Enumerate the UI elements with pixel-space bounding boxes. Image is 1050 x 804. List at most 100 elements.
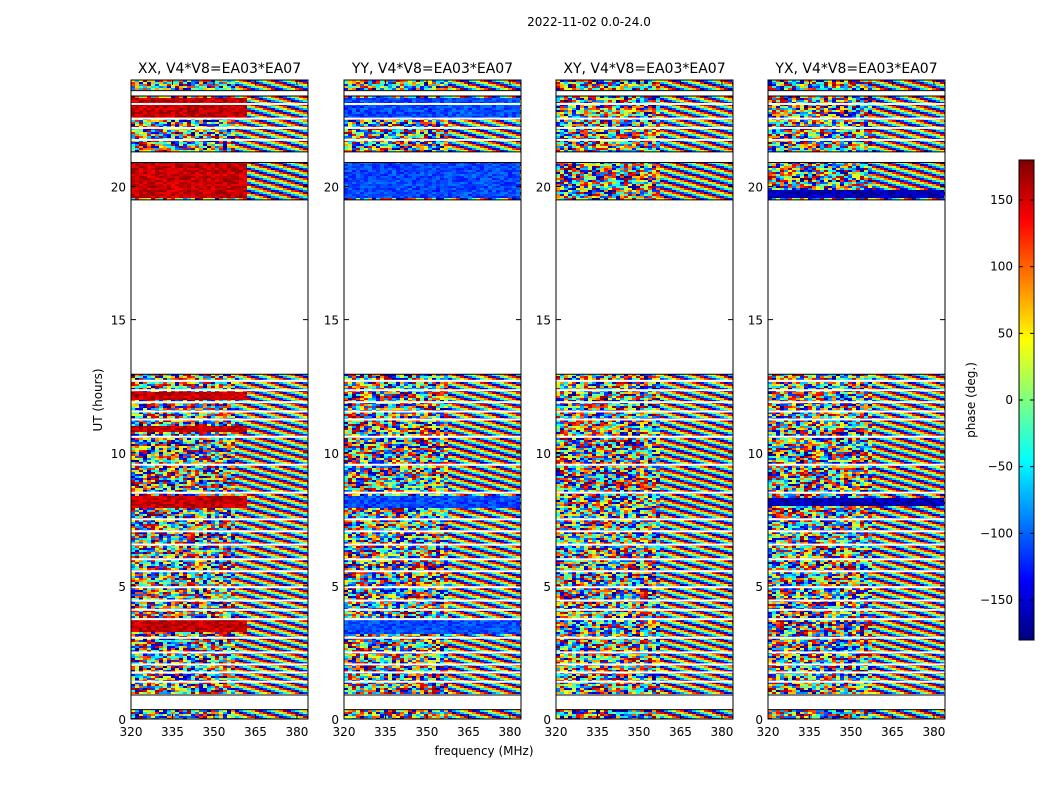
heatmap-cell [263,386,267,388]
heatmap-cell [263,144,267,146]
heatmap-cell [263,196,267,198]
heatmap-cell [247,478,251,480]
heatmap-cell [247,394,251,396]
heatmap-cell [171,482,175,484]
heatmap-cell [267,96,271,98]
heatmap-cell [167,374,171,376]
heatmap-cell [275,180,279,182]
heatmap-cell [155,398,159,400]
heatmap-cell [151,388,155,390]
heatmap-cell [243,98,247,100]
heatmap-cell [151,480,155,482]
heatmap-cell [179,174,183,176]
heatmap-cell [159,86,163,88]
heatmap-cell [231,128,235,130]
heatmap-cell [275,166,279,168]
heatmap-cell [271,130,275,132]
heatmap-cell [203,192,207,194]
heatmap-cell [255,124,259,126]
heatmap-cell [155,110,159,112]
heatmap-cell [139,462,143,464]
heatmap-cell [231,88,235,90]
heatmap-cell [159,130,163,132]
heatmap-cell [159,142,163,144]
heatmap-cell [243,130,247,132]
heatmap-cell [207,438,211,440]
heatmap-cell [207,88,211,90]
heatmap-cell [207,424,211,426]
heatmap-cell [199,134,203,136]
heatmap-cell [303,128,307,130]
heatmap-cell [159,482,163,484]
heatmap-cell [131,474,135,476]
heatmap-cell [215,394,219,396]
heatmap-cell [175,164,179,166]
heatmap-cell [171,190,175,192]
heatmap-cell [207,96,211,98]
heatmap-cell [279,88,283,90]
heatmap-cell [175,412,179,414]
heatmap-cell [211,470,215,472]
heatmap-cell [267,416,271,418]
heatmap-cell [155,396,159,398]
heatmap-cell [195,178,199,180]
heatmap-cell [151,486,155,488]
heatmap-cell [227,192,231,194]
heatmap-cell [223,446,227,448]
heatmap-cell [275,108,279,110]
heatmap-cell [271,488,275,490]
heatmap-cell [211,188,215,190]
heatmap-cell [267,470,271,472]
heatmap-cell [143,434,147,436]
heatmap-cell [239,386,243,388]
heatmap-cell [291,108,295,110]
heatmap-cell [167,448,171,450]
heatmap-cell [239,426,243,428]
heatmap-cell [163,474,167,476]
heatmap-cell [179,112,183,114]
heatmap-cell [175,174,179,176]
heatmap-cell [275,478,279,480]
heatmap-cell [155,416,159,418]
heatmap-cell [195,100,199,102]
heatmap-cell [159,82,163,84]
heatmap-cell [143,150,147,152]
heatmap-cell [235,110,239,112]
heatmap-cell [235,466,239,468]
heatmap-cell [151,164,155,166]
heatmap-cell [151,132,155,134]
heatmap-cell [255,398,259,400]
heatmap-cell [223,466,227,468]
heatmap-cell [219,166,223,168]
heatmap-cell [267,444,271,446]
heatmap-cell [287,406,291,408]
heatmap-cell [163,468,167,470]
heatmap-cell [203,420,207,422]
heatmap-cell [191,168,195,170]
heatmap-cell [147,198,151,200]
heatmap-cell [135,466,139,468]
heatmap-cell [259,480,263,482]
heatmap-cell [199,150,203,152]
heatmap-cell [295,482,299,484]
heatmap-cell [231,196,235,198]
heatmap-cell [239,122,243,124]
heatmap-cell [139,198,143,200]
heatmap-cell [175,486,179,488]
heatmap-cell [191,374,195,376]
heatmap-cell [239,174,243,176]
heatmap-cell [155,442,159,444]
heatmap-cell [303,442,307,444]
heatmap-cell [219,404,223,406]
heatmap-cell [195,140,199,142]
heatmap-cell [271,98,275,100]
heatmap-cell [223,130,227,132]
heatmap-cell [303,134,307,136]
heatmap-cell [171,472,175,474]
heatmap-cell [247,474,251,476]
heatmap-cell [231,84,235,86]
heatmap-cell [211,190,215,192]
heatmap-cell [211,134,215,136]
heatmap-cell [251,448,255,450]
heatmap-cell [255,196,259,198]
